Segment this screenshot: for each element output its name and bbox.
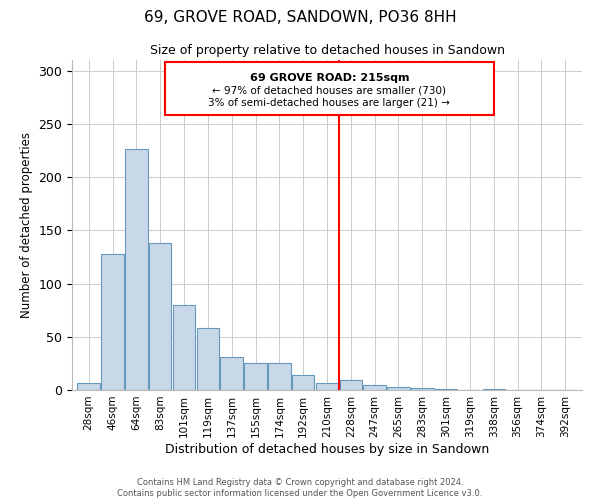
Bar — [220, 357, 243, 390]
X-axis label: Distribution of detached houses by size in Sandown: Distribution of detached houses by size … — [165, 442, 489, 456]
Bar — [125, 150, 148, 390]
Text: 69 GROVE ROAD: 215sqm: 69 GROVE ROAD: 215sqm — [250, 73, 409, 83]
Bar — [316, 382, 338, 390]
FancyBboxPatch shape — [165, 62, 494, 116]
Bar — [411, 388, 434, 390]
Bar — [173, 305, 196, 390]
Bar — [149, 243, 172, 390]
Text: 3% of semi-detached houses are larger (21) →: 3% of semi-detached houses are larger (2… — [208, 98, 451, 108]
Title: Size of property relative to detached houses in Sandown: Size of property relative to detached ho… — [149, 44, 505, 58]
Bar — [77, 382, 100, 390]
Y-axis label: Number of detached properties: Number of detached properties — [20, 132, 33, 318]
Text: Contains HM Land Registry data © Crown copyright and database right 2024.
Contai: Contains HM Land Registry data © Crown c… — [118, 478, 482, 498]
Bar — [340, 380, 362, 390]
Bar — [292, 375, 314, 390]
Bar — [482, 389, 505, 390]
Bar — [364, 384, 386, 390]
Bar — [435, 389, 457, 390]
Bar — [387, 387, 410, 390]
Bar — [244, 364, 267, 390]
Bar — [197, 328, 219, 390]
Bar — [101, 254, 124, 390]
Text: ← 97% of detached houses are smaller (730): ← 97% of detached houses are smaller (73… — [212, 86, 446, 96]
Text: 69, GROVE ROAD, SANDOWN, PO36 8HH: 69, GROVE ROAD, SANDOWN, PO36 8HH — [143, 10, 457, 25]
Bar — [268, 364, 290, 390]
